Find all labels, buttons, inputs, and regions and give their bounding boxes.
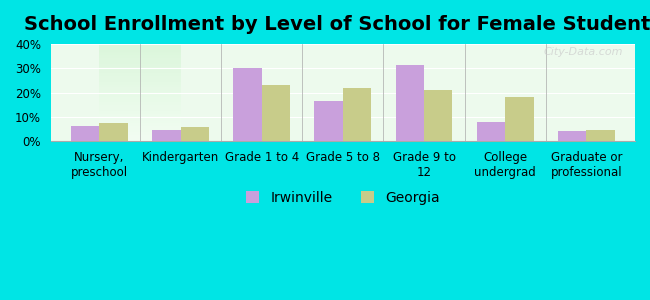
Bar — [315, 101, 343, 141]
Bar — [424, 90, 452, 141]
Bar — [233, 68, 262, 141]
Bar — [262, 85, 290, 141]
Bar — [152, 130, 181, 141]
Bar — [396, 65, 424, 141]
Legend: Irwinville, Georgia: Irwinville, Georgia — [240, 185, 446, 210]
Title: School Enrollment by Level of School for Female Students: School Enrollment by Level of School for… — [24, 15, 650, 34]
Text: City-Data.com: City-Data.com — [544, 47, 623, 57]
Bar — [343, 88, 371, 141]
Bar — [586, 130, 615, 141]
Bar — [505, 98, 534, 141]
Bar — [476, 122, 505, 141]
Bar — [558, 131, 586, 141]
Bar — [181, 127, 209, 141]
Bar — [99, 123, 128, 141]
Bar — [71, 126, 99, 141]
